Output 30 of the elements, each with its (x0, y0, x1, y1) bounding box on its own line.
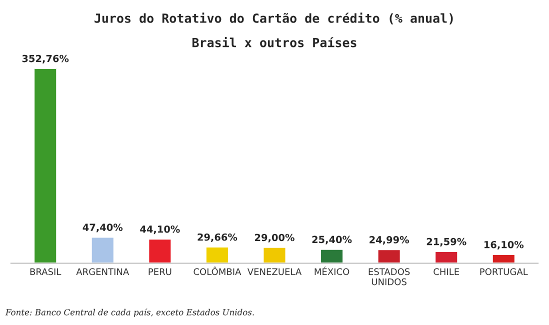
bar (262, 246, 287, 264)
data-label: 21,59% (426, 238, 466, 247)
x-tick-label: ARGENTINA (76, 268, 130, 276)
x-tick-label: VENEZUELA (247, 268, 302, 276)
chart-title: Juros do Rotativo do Cartão de crédito (% anual) (94, 12, 453, 24)
source-note: Fonte: Banco Central de cada país, exceto Estados Unidos. (5, 308, 254, 317)
x-tick-label: CHILE (434, 268, 460, 276)
x-tick-label: PERU (148, 268, 172, 276)
bar (148, 238, 172, 264)
x-tick-label: PORTUGAL (480, 268, 528, 276)
data-label: 44,10% (140, 225, 180, 234)
x-tick-label: ESTADOS UNIDOS (368, 268, 410, 286)
data-label: 25,40% (312, 236, 352, 244)
data-label: 29,00% (255, 234, 294, 242)
data-label: 352,76% (22, 54, 69, 64)
bar (376, 248, 402, 264)
data-label: 16,10% (484, 240, 524, 250)
data-label: 29,66% (198, 233, 238, 242)
bar (90, 236, 115, 264)
x-tick-label: MÉXICO (314, 266, 350, 276)
bar (491, 254, 516, 264)
x-tick-label: COLÔMBIA (194, 266, 242, 276)
data-label: 24,99% (370, 236, 410, 245)
bar (320, 248, 344, 264)
data-label: 47,40% (82, 224, 123, 232)
bar (33, 68, 58, 264)
x-tick-label: BRASIL (30, 268, 62, 276)
chart-subtitle: Brasil x outros Países (192, 36, 356, 48)
bar (434, 250, 459, 264)
bar (205, 246, 230, 264)
